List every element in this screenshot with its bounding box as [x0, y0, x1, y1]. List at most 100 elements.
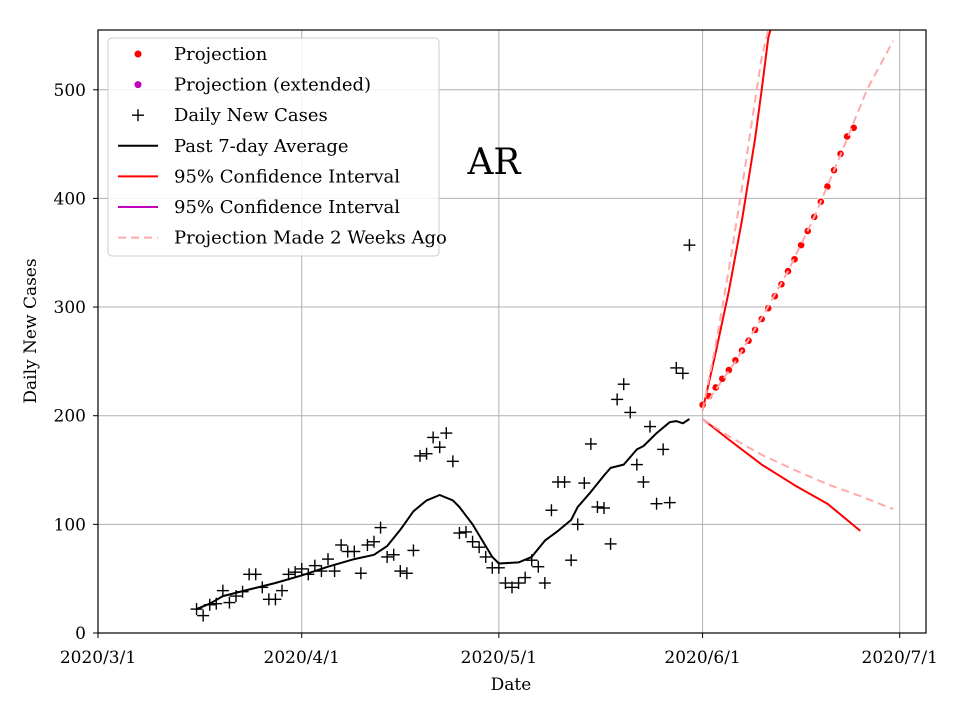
daily-new-cases-marker — [354, 567, 367, 580]
daily-new-cases-marker — [506, 581, 518, 594]
daily-new-cases-marker — [361, 538, 374, 551]
projection-made-2-weeks-ago-line-7 — [708, 40, 894, 400]
daily-new-cases-marker — [637, 475, 650, 488]
daily-new-cases-marker — [440, 427, 453, 440]
daily-new-cases-marker — [433, 441, 446, 454]
daily-new-cases-marker — [394, 565, 407, 578]
daily-new-cases-marker — [335, 538, 348, 551]
daily-new-cases-marker — [453, 527, 466, 540]
daily-new-cases-marker — [624, 406, 637, 419]
legend-item-projection-extended: Projection (extended) — [134, 75, 371, 96]
y-axis-title: Daily New Cases — [21, 258, 41, 403]
daily-new-cases-marker — [663, 496, 676, 509]
daily-new-cases-marker — [499, 577, 512, 590]
daily-new-cases-marker — [670, 361, 683, 374]
legend-label: Past 7-day Average — [174, 136, 349, 157]
daily-new-cases-marker — [269, 593, 282, 606]
daily-new-cases-marker — [657, 443, 670, 456]
y-tick-label: 400 — [54, 189, 86, 209]
legend-box — [107, 37, 440, 257]
legend-item-95-confidence-interval: 95% Confidence Interval — [118, 197, 400, 218]
daily-new-cases-marker — [427, 431, 440, 444]
x-axis-title: Date — [491, 675, 532, 695]
daily-new-cases-marker — [289, 566, 302, 579]
legend-item-projection: Projection — [134, 44, 268, 65]
legend-item-projection-made-2-weeks-ago: Projection Made 2 Weeks Ago — [118, 228, 447, 249]
legend-label: 95% Confidence Interval — [174, 197, 400, 218]
95-confidence-interval-line-4 — [701, 418, 861, 532]
y-tick-label: 200 — [54, 407, 86, 427]
daily-new-cases-marker — [414, 449, 426, 462]
daily-new-cases-marker — [197, 609, 210, 622]
daily-new-cases-marker — [598, 502, 610, 515]
legend-item-95-confidence-interval: 95% Confidence Interval — [118, 166, 400, 187]
daily-new-cases-marker — [479, 550, 492, 563]
projection-point — [823, 182, 832, 191]
daily-new-cases-marker — [571, 518, 584, 531]
daily-new-cases-marker — [374, 521, 387, 534]
daily-new-cases-marker — [512, 577, 525, 590]
daily-new-cases-marker — [532, 560, 545, 573]
daily-new-cases-marker — [460, 525, 472, 538]
daily-new-cases-marker — [328, 565, 341, 578]
x-tick-label: 2020/4/1 — [264, 648, 340, 668]
daily-new-cases-marker — [650, 497, 663, 510]
daily-new-cases-marker — [400, 567, 413, 580]
daily-new-cases-marker — [473, 541, 486, 554]
daily-new-cases-marker — [190, 603, 203, 616]
daily-new-cases-marker — [558, 475, 571, 488]
daily-new-cases-marker — [446, 455, 459, 468]
projection-point — [796, 240, 806, 250]
ticks: 2020/3/1 2020/4/1 2020/5/1 2020/6/1 2020/7/1… — [54, 81, 938, 668]
daily-new-cases-marker — [308, 559, 321, 572]
daily-new-cases-marker — [519, 571, 532, 584]
daily-new-cases-marker — [630, 458, 643, 471]
y-tick-label: 300 — [54, 298, 86, 318]
past-7-day-average-line-1 — [196, 418, 690, 611]
legend-marker-dot — [134, 81, 142, 89]
legend-label: 95% Confidence Interval — [174, 166, 400, 187]
legend-label: Projection Made 2 Weeks Ago — [174, 228, 447, 249]
daily-new-cases-marker — [584, 437, 597, 450]
daily-new-cases-marker — [387, 548, 400, 561]
daily-new-cases-marker — [276, 584, 288, 597]
legend-label: Projection — [174, 44, 268, 65]
daily-new-cases-marker — [545, 504, 558, 517]
daily-new-cases-marker — [407, 544, 420, 557]
95-confidence-interval-line-3 — [701, 30, 772, 411]
daily-new-cases-marker — [683, 239, 696, 252]
y-tick-label: 0 — [75, 624, 86, 644]
plot-frame — [97, 29, 927, 634]
daily-new-cases-marker — [611, 393, 624, 406]
daily-new-cases-marker — [368, 535, 380, 548]
daily-new-cases-marker — [295, 562, 308, 575]
legend-marker-dot — [134, 50, 142, 58]
daily-new-cases-marker — [676, 367, 689, 380]
projection-made-2-weeks-ago-line-5 — [701, 30, 770, 411]
daily-new-cases-marker — [466, 535, 479, 548]
legend-label: Projection (extended) — [174, 75, 371, 96]
x-tick-label: 2020/3/1 — [60, 648, 136, 668]
daily-new-cases-marker — [348, 545, 361, 558]
y-tick-label: 100 — [54, 515, 86, 535]
daily-new-cases-marker — [538, 577, 551, 590]
legend-item-past-7-day-average: Past 7-day Average — [118, 136, 349, 157]
daily-new-cases-marker — [565, 554, 578, 567]
projection-point — [731, 355, 740, 365]
annotation-label: AR — [466, 142, 521, 183]
daily-new-cases-marker — [322, 553, 334, 566]
daily-new-cases-marker — [578, 477, 591, 490]
daily-new-cases-marker — [420, 447, 433, 460]
data-layer — [190, 30, 894, 622]
daily-new-cases-marker — [644, 420, 656, 433]
legend: Projection Projection (extended) Daily New… — [107, 37, 447, 257]
daily-new-cases-marker — [617, 378, 630, 391]
x-tick-label: 2020/6/1 — [664, 648, 740, 668]
daily-new-cases-marker — [381, 550, 394, 563]
projection-made-2-weeks-ago-line-6 — [702, 418, 894, 511]
grid — [97, 30, 926, 634]
daily-new-cases-marker — [591, 500, 604, 513]
daily-new-cases-marker — [249, 568, 262, 581]
